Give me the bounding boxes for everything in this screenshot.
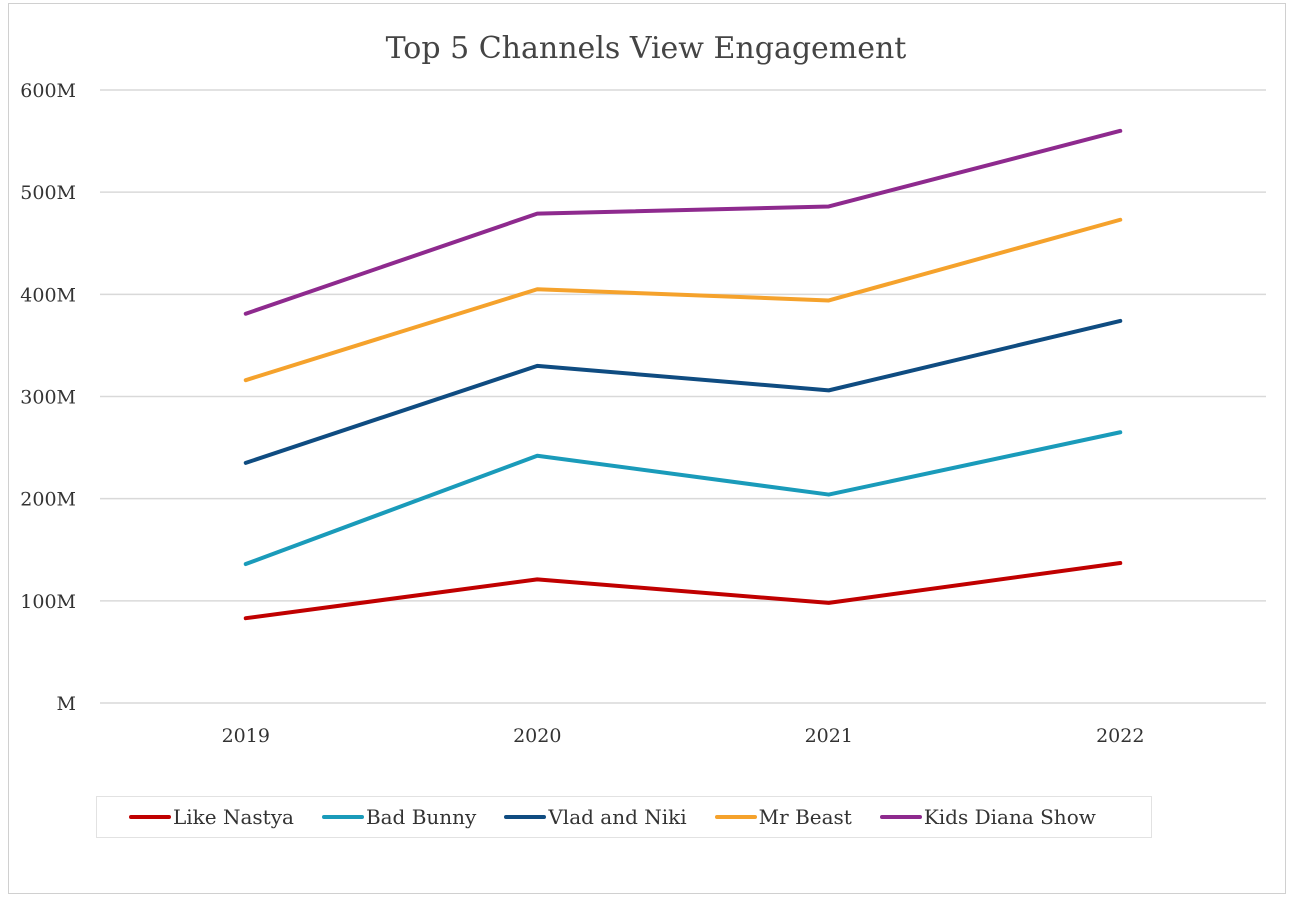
legend-swatch — [129, 815, 171, 819]
legend-item: Kids Diana Show — [879, 805, 1096, 829]
x-tick-label: 2020 — [513, 725, 561, 747]
y-tick-label: 600M — [20, 80, 76, 102]
series-lines — [243, 128, 1123, 621]
x-tick-label: 2022 — [1096, 725, 1144, 747]
x-tick-label: 2021 — [805, 725, 853, 747]
y-tick-label: 100M — [20, 591, 76, 613]
x-axis-tick-labels: 2019 2020 2021 2022 — [222, 725, 1145, 747]
y-axis-tick-labels: M 100M 200M 300M 400M 500M 600M — [20, 80, 76, 715]
chart-frame — [8, 3, 1286, 894]
series-line-bad-bunny — [243, 430, 1123, 567]
legend-item: Bad Bunny — [321, 805, 477, 829]
chart-title: Top 5 Channels View Engagement — [386, 31, 907, 66]
legend-label: Bad Bunny — [365, 805, 477, 829]
y-tick-label: 400M — [20, 284, 76, 306]
legend-swatch — [504, 815, 547, 819]
y-tick-label: 200M — [20, 489, 76, 511]
legend-item: Mr Beast — [714, 805, 852, 829]
series-line-kids-diana-show — [243, 128, 1123, 316]
series-line-like-nastya — [243, 561, 1123, 621]
legend-item: Vlad and Niki — [504, 805, 687, 829]
legend-item: Like Nastya — [129, 805, 294, 829]
gridlines — [100, 89, 1266, 704]
series-line-vlad-and-niki — [243, 318, 1123, 465]
legend-label: Kids Diana Show — [923, 805, 1096, 829]
legend-label: Vlad and Niki — [548, 805, 687, 829]
legend-label: Mr Beast — [758, 805, 852, 829]
series-line-mr-beast — [243, 217, 1123, 383]
legend-swatch — [321, 815, 364, 819]
legend-swatch — [879, 815, 922, 819]
legend-swatch — [714, 815, 757, 819]
y-tick-label: 300M — [20, 387, 76, 409]
legend-label: Like Nastya — [173, 805, 294, 829]
y-tick-label: 500M — [20, 182, 76, 204]
x-tick-label: 2019 — [222, 725, 270, 747]
legend: Like Nastya Bad Bunny Vlad and Niki Mr Beas… — [96, 796, 1152, 838]
y-tick-label: M — [57, 693, 76, 715]
